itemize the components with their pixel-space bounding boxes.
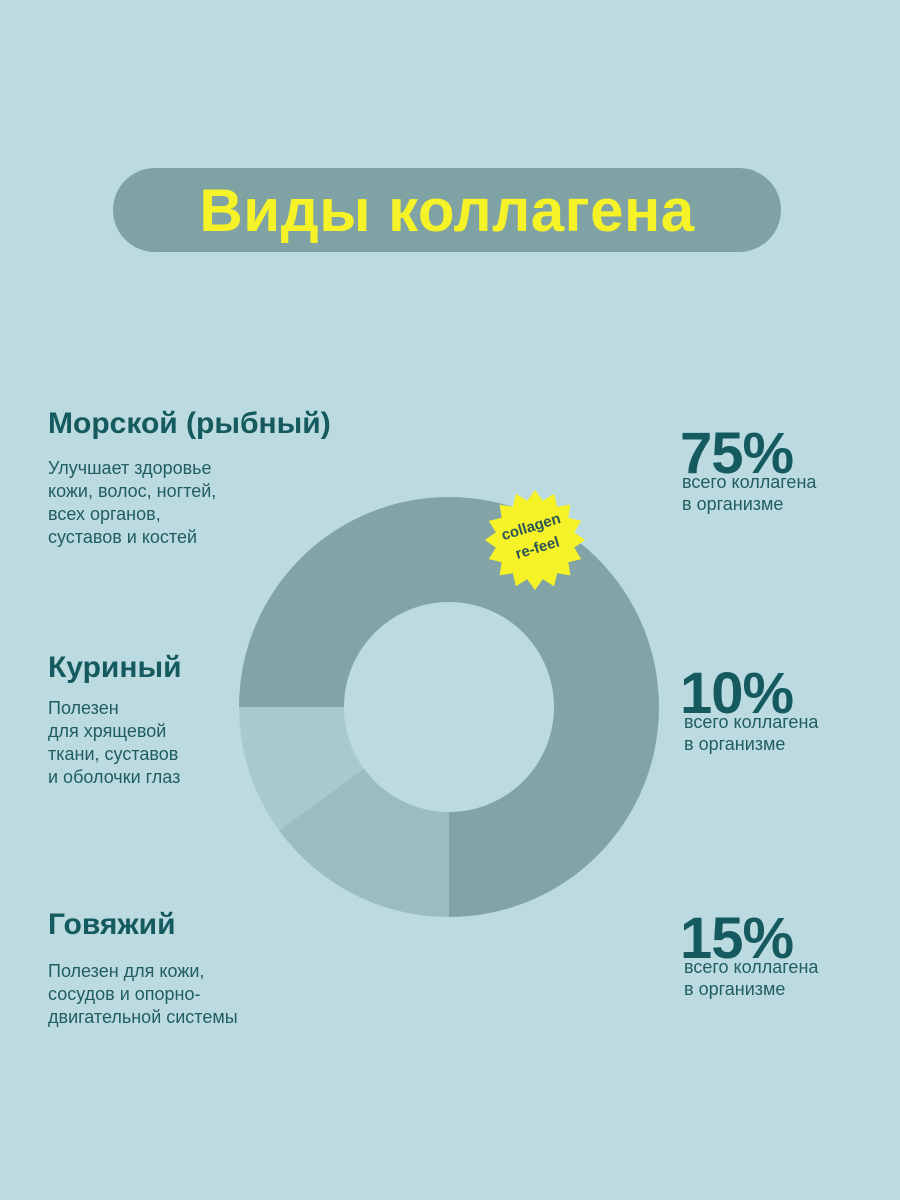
beef-percent-note: всего коллагена в организме [684,957,819,999]
beef-description: Полезен для кожи, сосудов и опорно- двиг… [48,961,238,1027]
marine-heading: Морской (рыбный) [48,407,331,440]
beef-heading: Говяжий [48,908,176,941]
marine-percent-note: всего коллагена в организме [682,472,817,514]
chicken-percent-note: всего коллагена в организме [684,712,819,754]
donut-slice-marine [239,497,659,917]
chicken-description: Полезен для хрящевой ткани, суставов и о… [48,698,181,787]
badge-star [485,490,585,590]
donut-slice-chicken [239,707,365,831]
page-title: Виды коллагена [199,176,695,244]
chicken-percent: 10% [680,661,794,726]
collagen-badge: collagen re-feel [485,490,585,590]
title-pill: Виды коллагена [113,168,781,252]
donut-slice-beef [279,768,449,917]
beef-percent: 15% [680,906,794,971]
marine-percent: 75% [680,421,794,486]
chicken-heading: Куриный [48,651,182,684]
marine-description: Улучшает здоровье кожи, волос, ногтей, в… [48,458,217,547]
